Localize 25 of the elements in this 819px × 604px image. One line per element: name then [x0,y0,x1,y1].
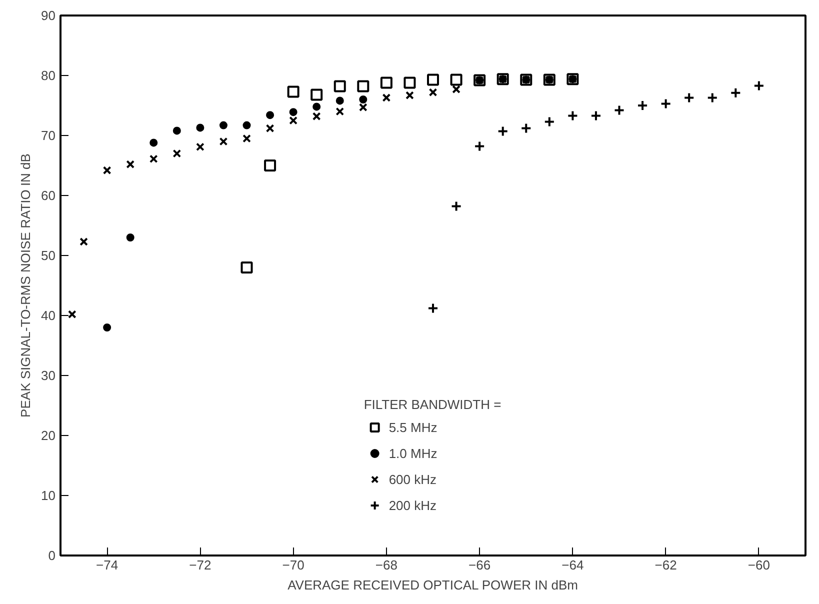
x-tick-label: −72 [189,558,212,572]
y-tick-label: 30 [41,368,56,383]
legend-label: 600 kHz [388,472,437,486]
legend-title: FILTER BANDWIDTH = [364,397,502,412]
y-tick-label: 20 [41,428,56,443]
x-tick-label: −70 [282,558,304,572]
y-tick-label: 0 [48,548,56,563]
x-tick-label: −68 [375,558,398,572]
x-tick-label: −62 [654,558,677,572]
y-tick-label: 10 [41,488,56,503]
y-tick-label: 90 [41,8,56,23]
y-tick-label: 80 [41,68,56,83]
x-tick-label: −64 [562,558,584,572]
legend-label: 5.5 MHz [388,420,438,434]
y-tick-label: 50 [41,248,56,263]
y-tick-label: 70 [41,128,56,143]
x-tick-label: −60 [748,558,770,572]
legend-label: 200 kHz [388,498,437,512]
y-axis-title: PEAK SIGNAL-TO-RMS NOISE RATIO IN dB [18,154,34,418]
y-tick-label: 60 [41,188,56,203]
legend-label: 1.0 MHz [388,446,438,460]
y-tick-label: 40 [41,308,56,323]
x-tick-label: −74 [96,558,118,572]
x-axis-title: AVERAGE RECEIVED OPTICAL POWER IN dBm [288,578,578,592]
x-tick-label: −66 [468,558,491,572]
